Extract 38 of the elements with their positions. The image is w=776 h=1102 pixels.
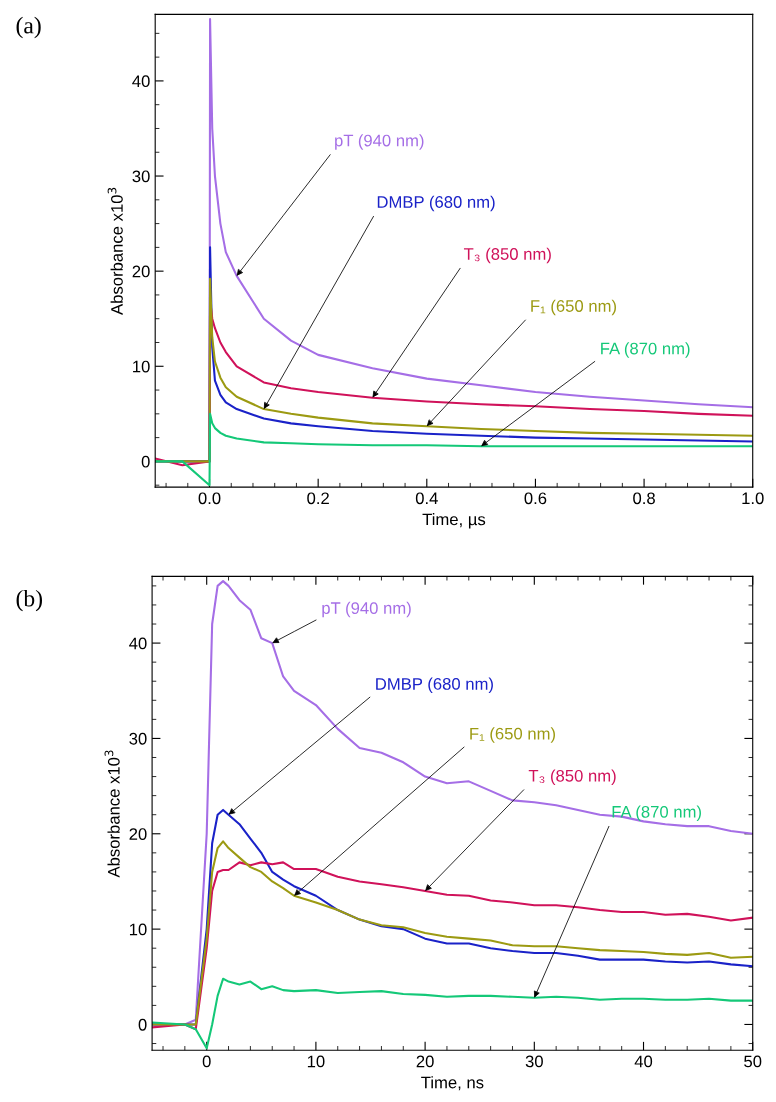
y-tick-label: 10	[133, 360, 150, 373]
y-tick-label: 20	[129, 828, 147, 840]
x-tick-label: 0.2	[307, 492, 329, 505]
x-tick-label: 10	[307, 1055, 325, 1068]
annotation: F₁ (650 nm)	[531, 299, 616, 316]
y-tick-label: 20	[132, 265, 150, 278]
chart-title: (a)	[16, 16, 41, 39]
annotation: T₃ (850 nm)	[463, 247, 551, 264]
x-tick-label: 0.0	[198, 492, 221, 505]
annotation: pT (940 nm)	[322, 601, 411, 618]
text: (b)	[16, 589, 43, 612]
annotation: FA (870 nm)	[601, 342, 690, 358]
x-tick-label: 0.8	[633, 492, 655, 505]
x-tick-label: 0	[202, 1055, 211, 1068]
x-tick-label: 0.4	[415, 492, 438, 505]
x-tick-label: 1.0	[742, 492, 764, 505]
x-tick-label: 0.6	[524, 492, 547, 505]
y-axis-title: Absorbance x10$^{3}$	[107, 187, 123, 315]
x-axis-title: Time, ns	[421, 1076, 484, 1091]
x-tick-label: 20	[416, 1055, 434, 1068]
annotation: pT (940 nm)	[335, 134, 424, 150]
y-axis-title: Absorbance x10$^{3}$	[104, 750, 120, 878]
y-tick-label: 30	[129, 732, 147, 745]
y-tick-label: 10	[129, 923, 147, 936]
annotation: T₃ (850 nm)	[528, 769, 616, 786]
x-tick-label: 50	[744, 1055, 762, 1068]
x-tick-label: 30	[525, 1055, 543, 1068]
y-tick-label: 40	[132, 75, 150, 88]
y-tick-label: 0	[138, 1018, 147, 1031]
annotation: FA (870 nm)	[612, 805, 701, 822]
y-tick-label: 40	[129, 637, 147, 650]
annotation: DMBP (680 nm)	[376, 677, 493, 694]
x-axis-title: Time, µs	[422, 513, 486, 529]
y-tick-label: 30	[132, 170, 150, 183]
x-tick-label: 40	[634, 1055, 653, 1068]
y-tick-label: 0	[141, 455, 150, 468]
annotation: DMBP (680 nm)	[377, 195, 495, 212]
annotation: F₁ (650 nm)	[470, 727, 555, 743]
